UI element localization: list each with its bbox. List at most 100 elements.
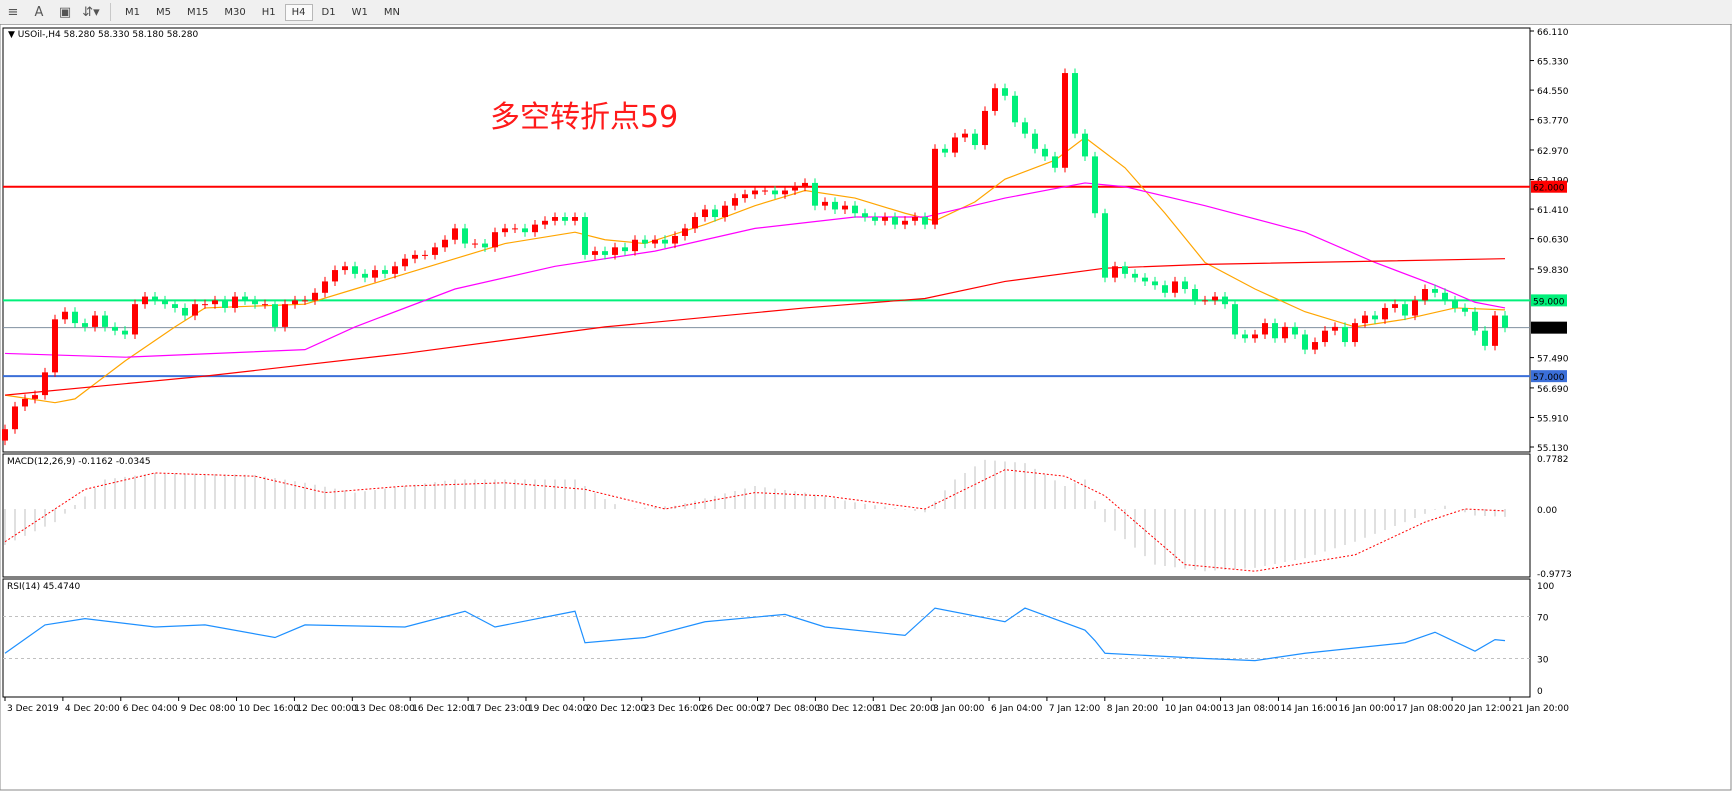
chart-info: ▼ USOil-,H4 58.280 58.330 58.180 58.280 bbox=[8, 30, 199, 40]
candle-body bbox=[392, 266, 398, 274]
fibonacci-icon[interactable]: ≡ bbox=[7, 4, 19, 20]
candle-body bbox=[32, 395, 38, 399]
timeframe-w1[interactable]: W1 bbox=[351, 6, 368, 18]
price-tag-label: 62.000 bbox=[1533, 184, 1565, 194]
candle-body bbox=[162, 300, 168, 305]
candle-body bbox=[572, 217, 578, 221]
candle-body bbox=[732, 198, 738, 206]
candle bbox=[512, 223, 518, 233]
candle-body bbox=[632, 239, 638, 252]
candle-body bbox=[972, 133, 978, 146]
candle bbox=[1142, 273, 1148, 286]
candle bbox=[712, 204, 718, 222]
timeframe-m5[interactable]: M5 bbox=[156, 6, 171, 18]
candle-body bbox=[322, 281, 328, 293]
candle bbox=[1342, 322, 1348, 347]
candle bbox=[1432, 284, 1438, 298]
candle-body bbox=[292, 300, 298, 305]
candle-body bbox=[222, 300, 228, 308]
candle-body bbox=[1312, 342, 1318, 350]
timeframe-mn[interactable]: MN bbox=[383, 6, 400, 18]
candle-body bbox=[1092, 156, 1098, 214]
time-tick-label: 6 Dec 04:00 bbox=[123, 704, 178, 714]
candle bbox=[252, 295, 258, 309]
candle bbox=[1472, 307, 1478, 336]
candle-body bbox=[752, 190, 758, 195]
candle bbox=[1042, 144, 1048, 161]
candle bbox=[372, 265, 378, 283]
candle-body bbox=[582, 217, 588, 255]
candle bbox=[602, 246, 608, 260]
candle-body bbox=[1162, 285, 1168, 293]
timeframe-m30[interactable]: M30 bbox=[224, 6, 246, 18]
price-tick-label: 63.770 bbox=[1537, 117, 1569, 127]
candle-body bbox=[982, 110, 988, 146]
candle-body bbox=[642, 239, 648, 244]
candle bbox=[882, 212, 888, 226]
candle bbox=[1502, 310, 1508, 333]
candle bbox=[852, 201, 858, 218]
candle bbox=[992, 83, 998, 116]
candle bbox=[802, 178, 808, 192]
candle-body bbox=[492, 232, 498, 248]
price-tick-label: 56.690 bbox=[1537, 385, 1569, 395]
candle bbox=[152, 292, 158, 305]
timeframe-h1[interactable]: H1 bbox=[261, 6, 276, 18]
candle bbox=[202, 299, 208, 309]
candle bbox=[742, 189, 748, 203]
candle-body bbox=[1142, 277, 1148, 282]
text-icon[interactable]: A bbox=[34, 4, 44, 20]
timeframe-m15[interactable]: M15 bbox=[187, 6, 209, 18]
candle-body bbox=[882, 217, 888, 221]
time-tick-label: 23 Dec 16:00 bbox=[644, 704, 705, 714]
candle bbox=[222, 295, 228, 313]
time-tick-label: 14 Jan 16:00 bbox=[1280, 704, 1337, 714]
candle-body bbox=[82, 323, 88, 327]
price-tick-label: 55.910 bbox=[1537, 414, 1569, 424]
candle-body bbox=[912, 217, 918, 221]
candle bbox=[1162, 280, 1168, 298]
candle bbox=[12, 401, 18, 434]
chart-canvas[interactable]: 66.11065.33064.55063.77062.97062.19061.4… bbox=[0, 24, 1732, 791]
candle bbox=[42, 367, 48, 400]
price-tick-label: 60.630 bbox=[1537, 236, 1569, 246]
candle-body bbox=[1292, 326, 1298, 335]
candle-body bbox=[1062, 73, 1068, 168]
candle-body bbox=[672, 235, 678, 244]
candle bbox=[1452, 295, 1458, 313]
rsi-line bbox=[4, 607, 1506, 662]
candle-body bbox=[452, 228, 458, 240]
candle-body bbox=[372, 270, 378, 278]
candle-body bbox=[682, 228, 688, 236]
candle-body bbox=[122, 330, 128, 335]
arrows-icon[interactable]: ⇵▾ bbox=[82, 4, 100, 20]
timeframe-d1[interactable]: D1 bbox=[321, 6, 336, 18]
candle-body bbox=[242, 296, 248, 301]
candle bbox=[562, 212, 568, 226]
candle-body bbox=[1052, 156, 1058, 168]
candle bbox=[892, 212, 898, 230]
candle bbox=[32, 390, 38, 404]
candle-body bbox=[952, 137, 958, 153]
timeframe-m1[interactable]: M1 bbox=[125, 6, 140, 18]
candle-body bbox=[832, 201, 838, 210]
candle bbox=[732, 193, 738, 211]
time-tick-label: 20 Dec 12:00 bbox=[586, 704, 647, 714]
candle bbox=[952, 132, 958, 158]
time-tick-label: 13 Dec 08:00 bbox=[354, 704, 415, 714]
candle-body bbox=[592, 251, 598, 255]
candle bbox=[192, 299, 198, 321]
rsi-panel-frame bbox=[2, 578, 1531, 698]
candle-body bbox=[1372, 315, 1378, 320]
candle bbox=[1402, 299, 1408, 321]
window-frame bbox=[0, 24, 1732, 791]
candle bbox=[472, 239, 478, 249]
candle-body bbox=[1342, 326, 1348, 343]
text-label-icon[interactable]: ▣ bbox=[58, 4, 72, 20]
candle-body bbox=[1042, 148, 1048, 157]
candle-body bbox=[1392, 304, 1398, 308]
candle-body bbox=[62, 311, 68, 320]
time-tick-label: 3 Dec 2019 bbox=[7, 704, 59, 714]
timeframe-h4[interactable]: H4 bbox=[284, 3, 313, 21]
candle-body bbox=[332, 270, 338, 282]
